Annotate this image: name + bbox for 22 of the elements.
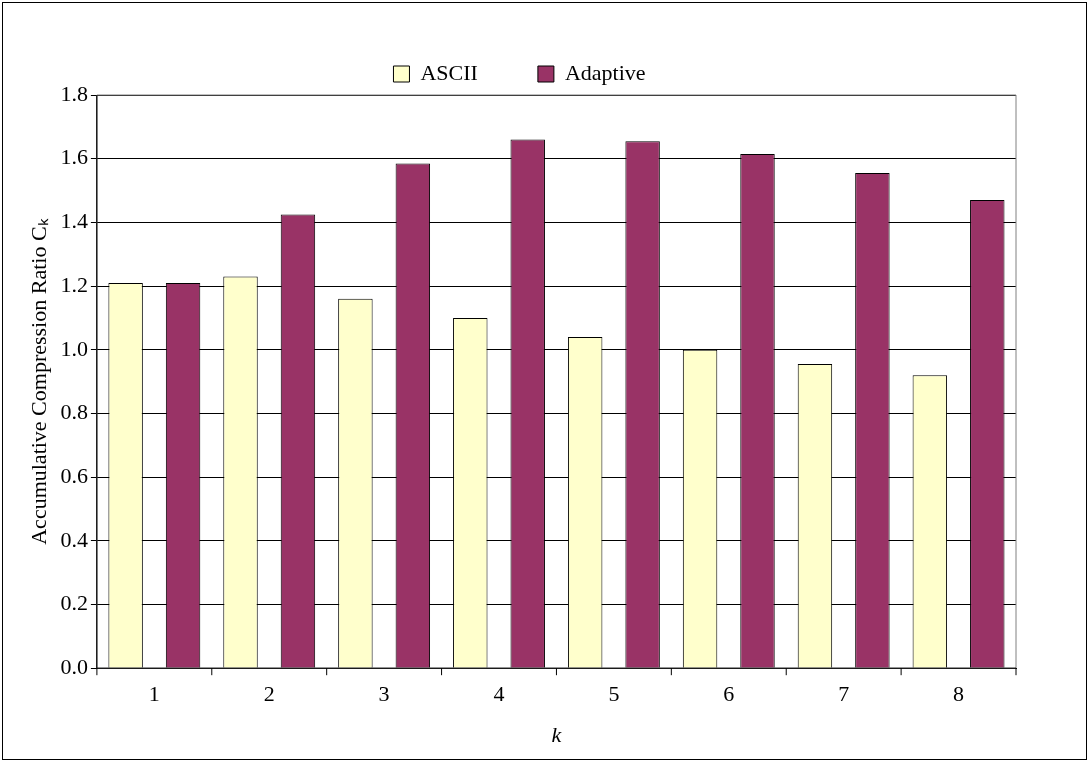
y-tick-label: 0.8 xyxy=(60,399,88,425)
x-tick-label: 3 xyxy=(378,681,390,707)
x-tick-label: 7 xyxy=(838,681,850,707)
y-tick-label: 0.0 xyxy=(60,653,88,679)
y-tick-label: 0.2 xyxy=(60,590,88,616)
y-tick-label: 1.6 xyxy=(60,144,88,170)
x-axis-title: k xyxy=(551,721,563,747)
x-tick-label: 6 xyxy=(723,681,735,707)
y-tick-label: 1.8 xyxy=(60,80,88,106)
y-tick-label: 1.2 xyxy=(60,271,88,297)
x-tick-label: 5 xyxy=(608,681,620,707)
y-tick-label: 0.4 xyxy=(60,526,88,552)
x-tick-label: 4 xyxy=(493,681,505,707)
y-tick-label: 1.4 xyxy=(60,208,88,234)
x-tick-label: 8 xyxy=(953,681,965,707)
y-tick-label: 0.6 xyxy=(60,462,88,488)
y-axis-title: Accumulative Compression Ratio Cₖ xyxy=(25,218,51,545)
legend-label: Adaptive xyxy=(564,59,646,85)
y-tick-label: 1.0 xyxy=(60,335,88,361)
legend-label: ASCII xyxy=(420,59,478,85)
x-tick-label: 1 xyxy=(148,681,160,707)
x-tick-label: 2 xyxy=(263,681,275,707)
